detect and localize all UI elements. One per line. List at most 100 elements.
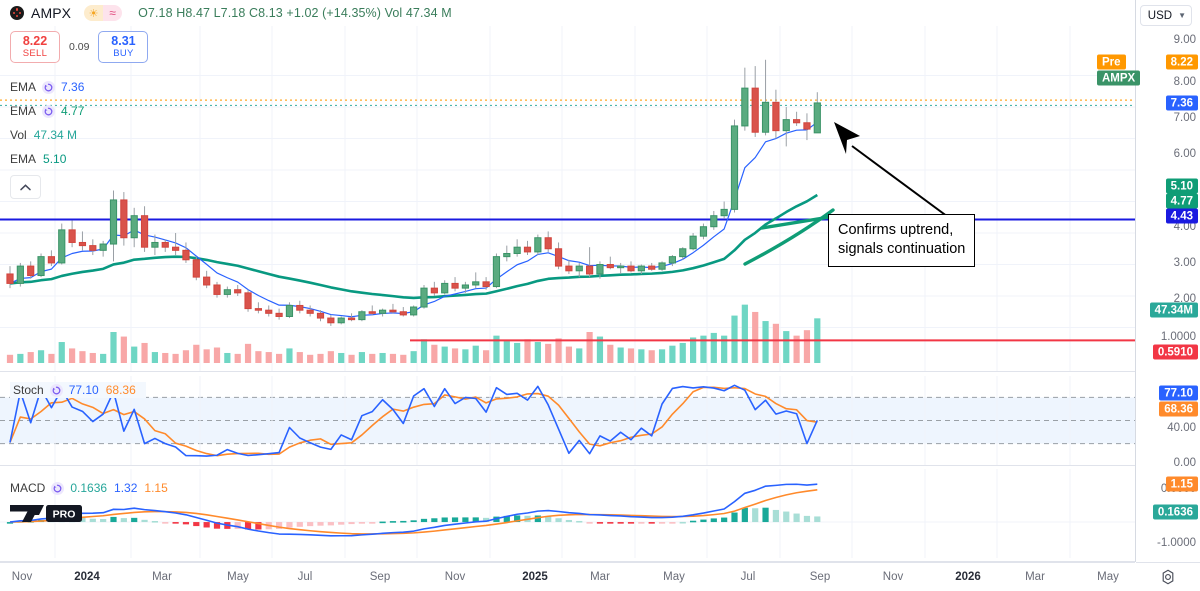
legend-volume-value: 47.34 M xyxy=(33,128,78,142)
price-label-47-34m[interactable]: 47.34M xyxy=(1149,302,1198,318)
legend-stoch-k: 77.10 xyxy=(68,383,99,397)
price-label-pre[interactable]: Pre xyxy=(1097,54,1126,70)
buy-price: 8.31 xyxy=(111,34,136,48)
legend-ema-fast-value: 7.36 xyxy=(61,80,85,94)
legend-ema-slow[interactable]: EMA 4.77 xyxy=(10,104,91,118)
price-tick: 6.00 xyxy=(1173,148,1196,160)
stochastic-chart-svg xyxy=(0,376,1135,465)
legend-ema-third[interactable]: EMA 5.10 xyxy=(10,152,73,166)
legend-volume[interactable]: Vol 47.34 M xyxy=(10,128,84,142)
pane-divider xyxy=(0,371,1135,372)
ampx-logo-icon xyxy=(10,6,24,20)
price-label-ampx[interactable]: AMPX xyxy=(1097,70,1141,86)
macd-chart-svg xyxy=(0,469,1135,558)
legend-volume-name: Vol xyxy=(10,128,27,142)
legend-ema-third-value: 5.10 xyxy=(43,152,67,166)
price-label-0-5910[interactable]: 0.5910 xyxy=(1152,344,1198,360)
time-tick: Sep xyxy=(369,571,391,583)
refresh-icon[interactable] xyxy=(49,383,63,397)
refresh-icon[interactable] xyxy=(42,80,56,94)
collapse-pane-button[interactable] xyxy=(10,175,41,199)
refresh-icon[interactable] xyxy=(42,104,56,118)
extended-hours-wave-icon[interactable]: ≈ xyxy=(103,5,123,21)
session-badges[interactable]: ☀ ≈ xyxy=(84,5,123,21)
price-tick: 9.00 xyxy=(1173,34,1196,46)
legend-ema-slow-value: 4.77 xyxy=(61,104,85,118)
macd-pane[interactable] xyxy=(0,469,1135,558)
symbol-name[interactable]: AMPX xyxy=(31,5,72,21)
time-tick: 2024 xyxy=(74,571,100,583)
price-tick: 7.00 xyxy=(1173,112,1196,124)
stochastic-pane[interactable] xyxy=(0,376,1135,465)
legend-ema-third-name: EMA xyxy=(10,152,37,166)
price-tick: 8.00 xyxy=(1173,76,1196,88)
price-label-8-22[interactable]: 8.22 xyxy=(1165,54,1198,70)
annotation-line-1: Confirms uptrend, xyxy=(838,222,954,238)
time-tick: Mar xyxy=(152,571,172,583)
tradingview-brand-logo[interactable]: PRO xyxy=(10,502,82,524)
sell-button[interactable]: 8.22 SELL xyxy=(10,31,60,63)
currency-label: USD xyxy=(1147,9,1173,22)
legend-macd-signal: 1.15 xyxy=(144,481,168,495)
chevron-up-icon xyxy=(20,183,31,190)
legend-stoch-name: Stoch xyxy=(13,383,44,397)
legend-stoch-d: 68.36 xyxy=(105,383,136,397)
price-label-1-15[interactable]: 1.15 xyxy=(1165,476,1198,492)
price-axis[interactable]: 9.00 8.00 7.00 6.00 4.00 3.00 2.00 1.0000 0.00 40… xyxy=(1097,0,1200,562)
time-tick: 2026 xyxy=(955,571,981,583)
price-label-77-10[interactable]: 77.10 xyxy=(1159,385,1198,401)
time-tick: Nov xyxy=(11,571,33,583)
spread-value: 0.09 xyxy=(69,41,90,53)
settings-gear-icon xyxy=(1162,569,1174,585)
time-tick: Jul xyxy=(297,571,313,583)
chart-settings-button[interactable] xyxy=(1136,562,1200,591)
quote-buttons: 8.22 SELL 0.09 8.31 BUY xyxy=(10,31,149,63)
chart-header: AMPX ☀ ≈ O7.18 H8.47 L7.18 C8.13 +1.02 (… xyxy=(0,0,1200,26)
pane-divider xyxy=(0,561,1135,562)
price-tick: 3.00 xyxy=(1173,257,1196,269)
refresh-icon[interactable] xyxy=(51,481,65,495)
price-label-4-43[interactable]: 4.43 xyxy=(1165,208,1198,224)
time-tick: Sep xyxy=(809,571,831,583)
pane-divider xyxy=(0,465,1135,466)
time-tick: Nov xyxy=(444,571,466,583)
time-tick: May xyxy=(227,571,249,583)
chevron-down-icon: ▼ xyxy=(1178,11,1186,20)
time-tick: Mar xyxy=(1025,571,1045,583)
legend-macd-line: 1.32 xyxy=(114,481,138,495)
ohlc-values: O7.18 H8.47 L7.18 C8.13 +1.02 (+14.35%) … xyxy=(138,6,452,20)
currency-selector[interactable]: USD ▼ xyxy=(1139,5,1192,26)
sell-label: SELL xyxy=(22,48,48,59)
price-label-68-36[interactable]: 68.36 xyxy=(1159,401,1198,417)
legend-ema-fast-name: EMA xyxy=(10,80,37,94)
time-tick: 2025 xyxy=(522,571,548,583)
legend-ema-fast[interactable]: EMA 7.36 xyxy=(10,80,91,94)
sell-price: 8.22 xyxy=(22,34,48,48)
brand-pro-label: PRO xyxy=(53,508,76,520)
time-tick: May xyxy=(1097,571,1119,583)
time-axis[interactable]: Nov 2024 Mar May Jul Sep Nov 2025 Mar May Jul Sep No… xyxy=(0,562,1135,591)
buy-label: BUY xyxy=(113,48,134,59)
price-tick: 4.00 xyxy=(1173,221,1196,233)
price-label-4-77[interactable]: 4.77 xyxy=(1165,193,1198,209)
price-tick: 0.00 xyxy=(1173,457,1196,469)
time-tick: Nov xyxy=(882,571,904,583)
price-tick: 2.00 xyxy=(1173,293,1196,305)
price-chart-svg xyxy=(0,26,1135,371)
price-label-5-10[interactable]: 5.10 xyxy=(1165,178,1198,194)
annotation-line-2: signals continuation xyxy=(838,241,966,257)
annotation-textbox[interactable]: Confirms uptrend, signals continuation xyxy=(828,214,976,267)
price-label-7-36[interactable]: 7.36 xyxy=(1165,95,1198,111)
price-label-0-1636[interactable]: 0.1636 xyxy=(1152,504,1198,520)
buy-button[interactable]: 8.31 BUY xyxy=(98,31,149,63)
premarket-sun-icon[interactable]: ☀ xyxy=(84,5,104,21)
time-tick: May xyxy=(663,571,685,583)
legend-macd[interactable]: MACD 0.1636 1.32 1.15 xyxy=(10,481,175,495)
price-tick: -1.0000 xyxy=(1156,537,1196,549)
price-pane[interactable] xyxy=(0,26,1135,371)
price-tick: 40.00 xyxy=(1167,422,1196,434)
time-tick: Jul xyxy=(740,571,756,583)
price-tick: 1.0000 xyxy=(1160,331,1196,343)
legend-stoch[interactable]: Stoch 77.10 68.36 xyxy=(10,382,146,398)
